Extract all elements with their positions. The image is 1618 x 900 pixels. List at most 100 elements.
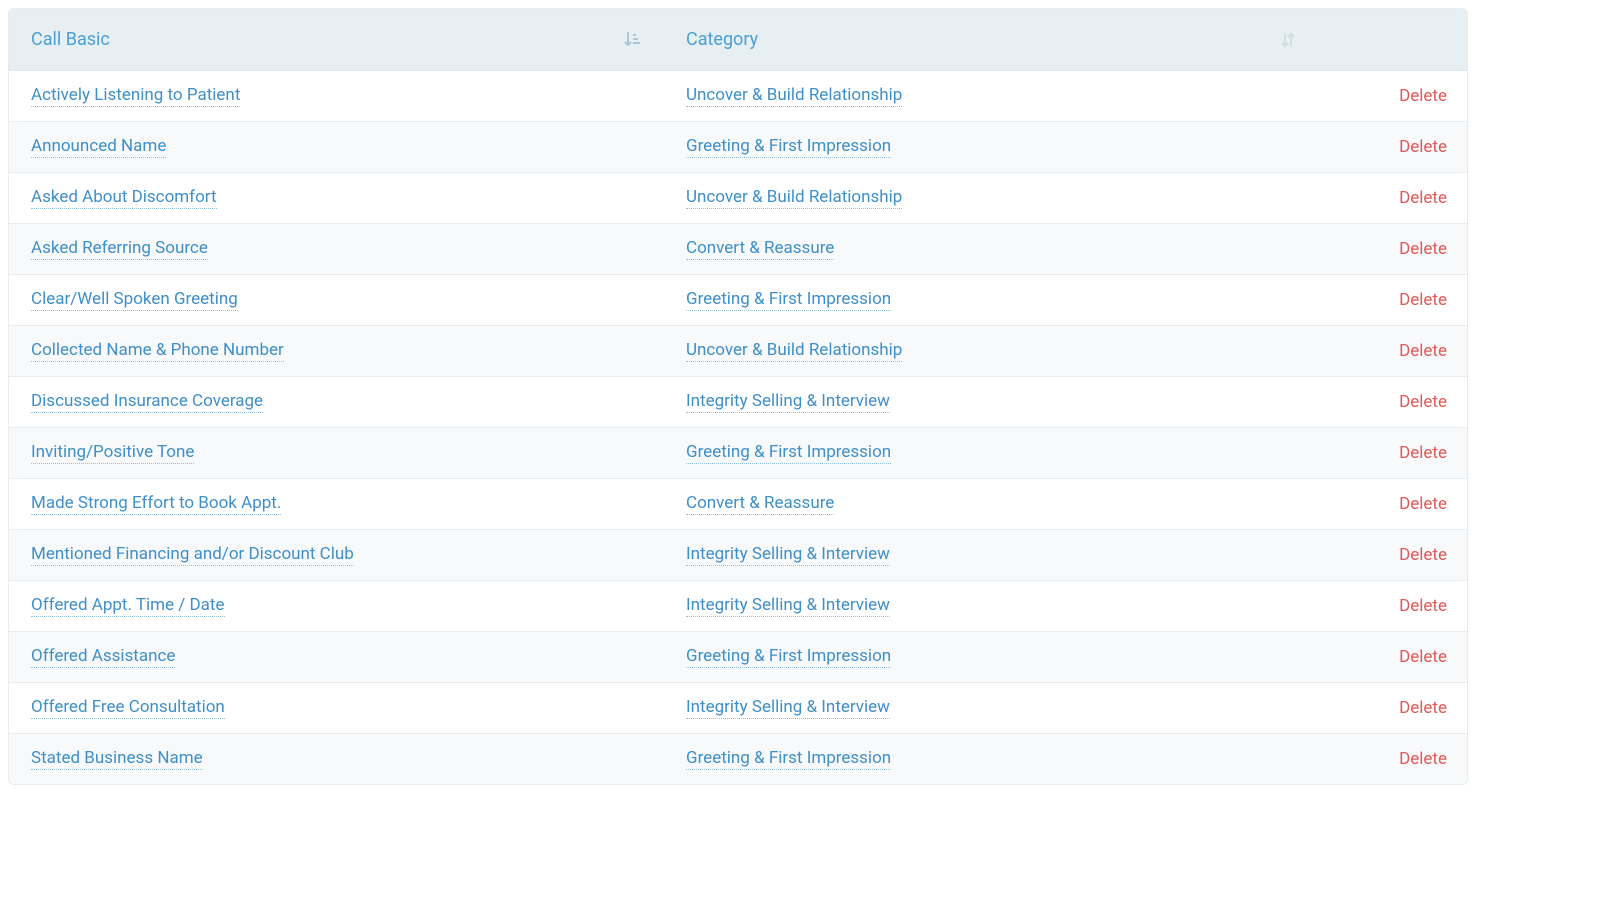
cell-actions: Delete — [1319, 632, 1468, 683]
call-basic-link[interactable]: Mentioned Financing and/or Discount Club — [31, 544, 354, 566]
cell-actions: Delete — [1319, 428, 1468, 479]
cell-actions: Delete — [1319, 326, 1468, 377]
delete-button[interactable]: Delete — [1399, 596, 1447, 616]
cell-call-basic: Offered Assistance — [9, 632, 664, 683]
call-basic-link[interactable]: Offered Free Consultation — [31, 697, 225, 719]
col-header-category[interactable]: Category — [664, 9, 1319, 71]
table-body: Actively Listening to Patient Uncover & B… — [9, 71, 1468, 785]
category-link[interactable]: Greeting & First Impression — [686, 646, 891, 668]
delete-button[interactable]: Delete — [1399, 188, 1447, 208]
category-link[interactable]: Integrity Selling & Interview — [686, 697, 890, 719]
call-basic-link[interactable]: Made Strong Effort to Book Appt. — [31, 493, 281, 515]
cell-call-basic: Mentioned Financing and/or Discount Club — [9, 530, 664, 581]
table-row: Announced Name Greeting & First Impressio… — [9, 122, 1468, 173]
cell-call-basic: Offered Appt. Time / Date — [9, 581, 664, 632]
table-row: Actively Listening to Patient Uncover & B… — [9, 71, 1468, 122]
cell-call-basic: Stated Business Name — [9, 734, 664, 785]
call-basic-link[interactable]: Discussed Insurance Coverage — [31, 391, 263, 413]
table-row: Discussed Insurance Coverage Integrity Se… — [9, 377, 1468, 428]
col-header-call-basic-label: Call Basic — [31, 29, 110, 50]
cell-actions: Delete — [1319, 377, 1468, 428]
cell-category: Greeting & First Impression — [664, 122, 1319, 173]
table-row: Offered Free Consultation Integrity Selli… — [9, 683, 1468, 734]
delete-button[interactable]: Delete — [1399, 545, 1447, 565]
cell-actions: Delete — [1319, 734, 1468, 785]
table-row: Offered Appt. Time / Date Integrity Selli… — [9, 581, 1468, 632]
table-row: Made Strong Effort to Book Appt. Convert … — [9, 479, 1468, 530]
cell-call-basic: Discussed Insurance Coverage — [9, 377, 664, 428]
sort-asc-active-icon[interactable] — [624, 31, 642, 49]
table-row: Inviting/Positive Tone Greeting & First I… — [9, 428, 1468, 479]
col-header-call-basic[interactable]: Call Basic — [9, 9, 664, 71]
delete-button[interactable]: Delete — [1399, 392, 1447, 412]
category-link[interactable]: Uncover & Build Relationship — [686, 340, 902, 362]
delete-button[interactable]: Delete — [1399, 647, 1447, 667]
table-row: Asked Referring Source Convert & Reassure… — [9, 224, 1468, 275]
table-header: Call Basic — [9, 9, 1468, 71]
category-link[interactable]: Convert & Reassure — [686, 238, 834, 260]
delete-button[interactable]: Delete — [1399, 86, 1447, 106]
category-link[interactable]: Integrity Selling & Interview — [686, 595, 890, 617]
table-row: Asked About Discomfort Uncover & Build Re… — [9, 173, 1468, 224]
cell-category: Integrity Selling & Interview — [664, 683, 1319, 734]
cell-actions: Delete — [1319, 683, 1468, 734]
call-basic-link[interactable]: Asked Referring Source — [31, 238, 208, 260]
cell-actions: Delete — [1319, 581, 1468, 632]
call-basics-table: Call Basic — [9, 9, 1468, 784]
cell-actions: Delete — [1319, 275, 1468, 326]
delete-button[interactable]: Delete — [1399, 239, 1447, 259]
delete-button[interactable]: Delete — [1399, 290, 1447, 310]
delete-button[interactable]: Delete — [1399, 137, 1447, 157]
call-basic-link[interactable]: Collected Name & Phone Number — [31, 340, 284, 362]
cell-call-basic: Announced Name — [9, 122, 664, 173]
call-basic-link[interactable]: Inviting/Positive Tone — [31, 442, 194, 464]
call-basic-link[interactable]: Actively Listening to Patient — [31, 85, 240, 107]
delete-button[interactable]: Delete — [1399, 698, 1447, 718]
cell-category: Uncover & Build Relationship — [664, 326, 1319, 377]
cell-call-basic: Actively Listening to Patient — [9, 71, 664, 122]
cell-call-basic: Collected Name & Phone Number — [9, 326, 664, 377]
category-link[interactable]: Integrity Selling & Interview — [686, 544, 890, 566]
sort-inactive-icon[interactable] — [1279, 31, 1297, 49]
cell-actions: Delete — [1319, 530, 1468, 581]
table-row: Stated Business Name Greeting & First Imp… — [9, 734, 1468, 785]
delete-button[interactable]: Delete — [1399, 341, 1447, 361]
table-row: Collected Name & Phone Number Uncover & B… — [9, 326, 1468, 377]
call-basic-link[interactable]: Offered Appt. Time / Date — [31, 595, 225, 617]
cell-category: Integrity Selling & Interview — [664, 377, 1319, 428]
category-link[interactable]: Greeting & First Impression — [686, 136, 891, 158]
cell-call-basic: Inviting/Positive Tone — [9, 428, 664, 479]
delete-button[interactable]: Delete — [1399, 494, 1447, 514]
category-link[interactable]: Greeting & First Impression — [686, 748, 891, 770]
delete-button[interactable]: Delete — [1399, 443, 1447, 463]
cell-category: Convert & Reassure — [664, 479, 1319, 530]
call-basic-link[interactable]: Stated Business Name — [31, 748, 203, 770]
category-link[interactable]: Uncover & Build Relationship — [686, 85, 902, 107]
category-link[interactable]: Convert & Reassure — [686, 493, 834, 515]
cell-call-basic: Asked About Discomfort — [9, 173, 664, 224]
call-basic-link[interactable]: Asked About Discomfort — [31, 187, 217, 209]
cell-category: Uncover & Build Relationship — [664, 71, 1319, 122]
cell-call-basic: Asked Referring Source — [9, 224, 664, 275]
category-link[interactable]: Greeting & First Impression — [686, 289, 891, 311]
cell-call-basic: Offered Free Consultation — [9, 683, 664, 734]
category-link[interactable]: Greeting & First Impression — [686, 442, 891, 464]
cell-category: Convert & Reassure — [664, 224, 1319, 275]
cell-call-basic: Clear/Well Spoken Greeting — [9, 275, 664, 326]
cell-actions: Delete — [1319, 173, 1468, 224]
cell-call-basic: Made Strong Effort to Book Appt. — [9, 479, 664, 530]
table-row: Mentioned Financing and/or Discount Club… — [9, 530, 1468, 581]
call-basics-table-container: Call Basic — [8, 8, 1468, 785]
call-basic-link[interactable]: Offered Assistance — [31, 646, 175, 668]
cell-actions: Delete — [1319, 479, 1468, 530]
cell-category: Greeting & First Impression — [664, 428, 1319, 479]
delete-button[interactable]: Delete — [1399, 749, 1447, 769]
cell-actions: Delete — [1319, 224, 1468, 275]
cell-category: Greeting & First Impression — [664, 734, 1319, 785]
call-basic-link[interactable]: Announced Name — [31, 136, 166, 158]
cell-category: Uncover & Build Relationship — [664, 173, 1319, 224]
category-link[interactable]: Integrity Selling & Interview — [686, 391, 890, 413]
category-link[interactable]: Uncover & Build Relationship — [686, 187, 902, 209]
cell-actions: Delete — [1319, 122, 1468, 173]
call-basic-link[interactable]: Clear/Well Spoken Greeting — [31, 289, 238, 311]
